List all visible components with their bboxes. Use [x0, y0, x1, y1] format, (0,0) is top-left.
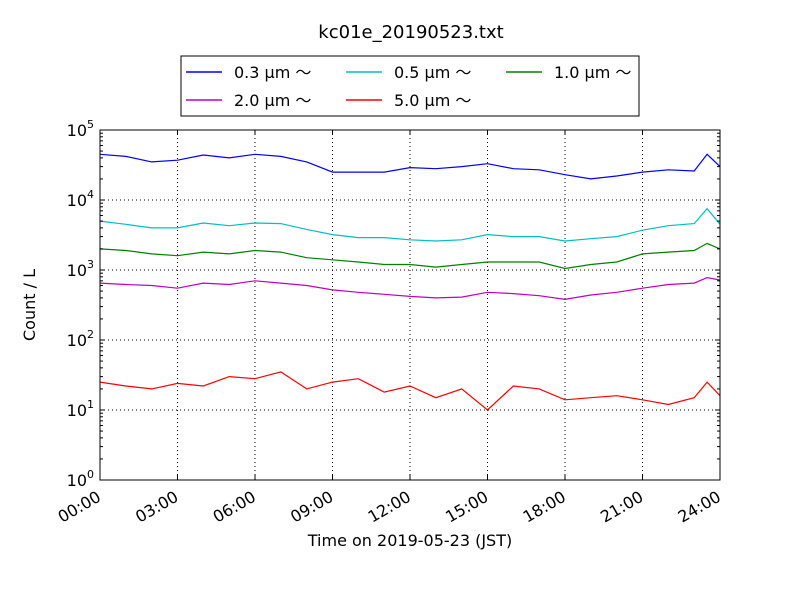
x-tick-label: 12:00: [365, 487, 414, 527]
y-tick-labels: 100 101 102 103 104 105: [67, 118, 94, 490]
chart-title: kc01e_20190523.txt: [318, 22, 503, 43]
y-tick-label: 100: [67, 468, 94, 490]
legend-label-0: 0.3 μm ～: [234, 63, 311, 82]
x-axis-label: Time on 2019-05-23 (JST): [307, 531, 512, 550]
legend-label-2: 1.0 μm ～: [554, 63, 631, 82]
x-tick-labels: 00:00 03:00 06:00 09:00 12:00 15:00 18:00 21:00…: [55, 487, 724, 527]
y-tick-label: 105: [67, 118, 94, 140]
x-tick-label: 18:00: [520, 487, 569, 527]
x-tick-label: 00:00: [55, 487, 104, 527]
grid-lines: [100, 130, 720, 480]
x-tick-label: 24:00: [675, 487, 724, 527]
y-tick-label: 103: [67, 258, 94, 280]
series-line-4: [99, 371, 721, 411]
legend: 0.3 μm ～ 0.5 μm ～ 1.0 μm ～ 2.0 μm ～ 5.0 μm ～: [180, 55, 640, 117]
legend-label-1: 0.5 μm ～: [394, 63, 471, 82]
legend-items: 0.3 μm ～ 0.5 μm ～ 1.0 μm ～ 2.0 μm ～ 5.0 μm ～: [186, 63, 631, 110]
series-layer: [99, 153, 721, 411]
y-axis-label: Count / L: [20, 269, 39, 341]
x-tick-label: 21:00: [597, 487, 646, 527]
series-line-2: [99, 242, 721, 270]
y-tick-label: 102: [67, 328, 94, 350]
legend-label-3: 2.0 μm ～: [234, 91, 311, 110]
y-tick-label: 101: [67, 398, 94, 420]
series-line-3: [99, 276, 721, 301]
x-tick-label: 03:00: [132, 487, 181, 527]
x-tick-label: 06:00: [210, 487, 259, 527]
y-tick-label: 104: [67, 188, 94, 210]
x-tick-label: 09:00: [287, 487, 336, 527]
series-line-1: [99, 207, 721, 242]
legend-box: [180, 55, 640, 117]
legend-label-4: 5.0 μm ～: [394, 91, 471, 110]
series-line-0: [99, 153, 721, 180]
axis-ticks: [99, 129, 721, 481]
x-tick-label: 15:00: [442, 487, 491, 527]
